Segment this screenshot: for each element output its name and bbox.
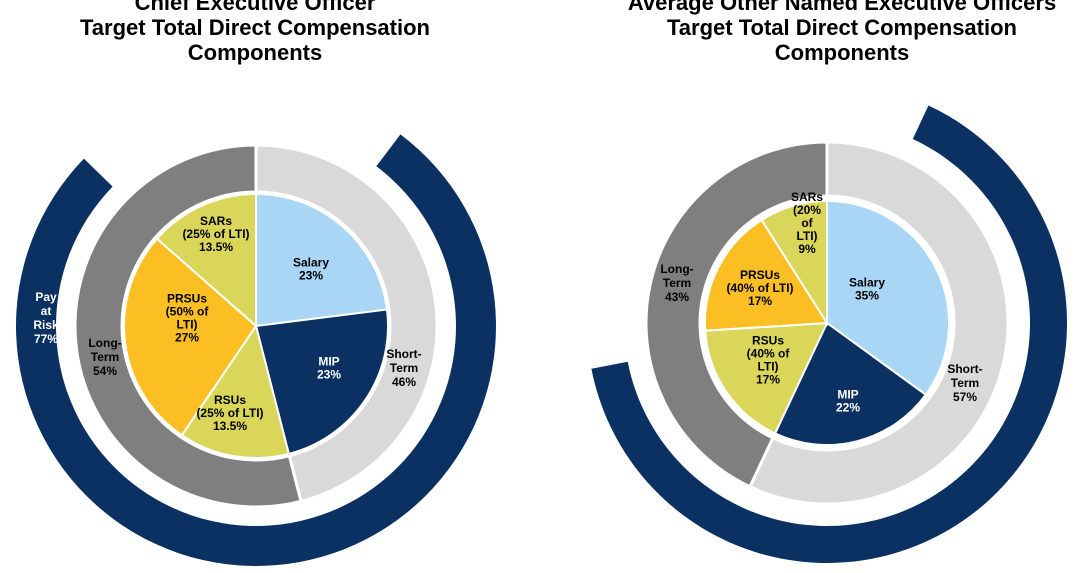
chart-1-title-line-1: Chief Executive Officer	[134, 0, 376, 15]
ring-label-long-term-line: Long-	[660, 262, 693, 276]
slice-label-prsus-line: 27%	[175, 331, 199, 345]
ring-segment-short-term	[254, 143, 439, 504]
ring-label-short-term-line: Term	[951, 376, 979, 390]
ring-label-short-term-line: Short-	[386, 347, 421, 361]
slice-label-sars-line: 13.5%	[199, 240, 233, 254]
slice-label-rsus-line: RSUs	[214, 393, 246, 407]
slice-label-rsus: RSUs (40% of LTI) 17%	[747, 334, 791, 387]
slice-label-prsus-line: (50% of	[166, 305, 210, 319]
chart-2	[591, 105, 1067, 563]
slice-label-rsus-line: 13.5%	[213, 419, 247, 433]
slice-label-sars-line: (20%	[793, 203, 821, 217]
chart-2-title-line-2: Target Total Direct Compensation	[666, 15, 1017, 40]
slice-label-prsus-line: PRSUs	[740, 268, 780, 282]
slice-label-rsus-line: LTI)	[757, 360, 778, 374]
pie-slice-prsus	[123, 237, 258, 437]
slice-label-rsus-line: (25% of LTI)	[196, 406, 263, 420]
slice-label-sars: SARs (20% of LTI) 9%	[791, 190, 823, 256]
ring-label-long-term-line: Term	[91, 350, 119, 364]
slice-label-sars-line: of	[801, 216, 813, 230]
pie-slice-prsus	[704, 218, 829, 332]
slice-label-salary: Salary 23%	[293, 256, 329, 283]
slice-label-rsus-line: 17%	[756, 373, 780, 387]
pay-at-risk-label: Pay at Risk 77%	[33, 290, 59, 346]
pie-slice-salary	[826, 199, 950, 397]
slice-label-sars-line: SARs	[200, 214, 232, 228]
slice-label-sars-line: LTI)	[796, 229, 817, 243]
ring-label-short-term-line: 46%	[392, 375, 416, 389]
pay-at-risk-label: Pay at Risk 65%	[596, 292, 631, 334]
pie-slice-rsus	[180, 323, 291, 459]
slice-label-sars-line: SARs	[791, 190, 823, 204]
ring-segment-short-term	[747, 140, 1010, 506]
slice-label-mip-line: MIP	[318, 355, 339, 369]
slice-label-salary-line: Salary	[293, 256, 329, 270]
chart-1-title-line-2: Target Total Direct Compensation	[79, 15, 430, 40]
pay-at-risk-label-line: Risk	[33, 318, 59, 332]
slice-label-rsus: RSUs (25% of LTI) 13.5%	[196, 393, 263, 433]
chart-1-title-line-3: Components	[187, 40, 323, 65]
chart-2-title-line-1: Average Other Named Executive Officers	[627, 0, 1057, 15]
slice-label-mip: MIP 23%	[317, 355, 341, 382]
ring-label-short-term-line: Short-	[947, 362, 982, 376]
slice-label-salary: Salary 35%	[849, 276, 885, 303]
pie-slice-rsus	[704, 321, 829, 435]
slice-label-sars-line: (25% of LTI)	[182, 227, 249, 241]
slice-label-salary-line: 23%	[299, 269, 323, 283]
pay-at-risk-label-line: Pay	[35, 290, 57, 304]
chart-1-title: Chief Executive Officer Target Total Dir…	[55, 0, 455, 65]
slice-label-prsus-line: (40% of LTI)	[726, 281, 793, 295]
slice-label-prsus-line: LTI)	[176, 318, 197, 332]
ring-label-long-term-line: Term	[663, 276, 691, 290]
slice-label-sars: SARs (25% of LTI) 13.5%	[182, 214, 249, 254]
slice-label-prsus-line: 17%	[748, 294, 772, 308]
chart-2-title-line-3: Components	[774, 40, 910, 65]
chart-2-title: Average Other Named Executive Officers T…	[592, 0, 1086, 65]
pay-at-risk-label-line: 77%	[34, 332, 58, 346]
ring-segment-long-term	[644, 140, 829, 489]
pay-at-risk-label-line: 65%	[602, 320, 626, 334]
slice-label-rsus-line: RSUs	[752, 334, 784, 348]
pie-slice-salary	[255, 192, 389, 328]
slice-label-salary-line: 35%	[855, 289, 879, 303]
ring-label-short-term-line: Term	[390, 361, 418, 375]
slice-label-mip: MIP 22%	[836, 388, 860, 415]
ring-label-long-term-line: Long-	[88, 336, 121, 350]
slice-label-mip-line: 23%	[317, 368, 341, 382]
ring-label-short-term: Short-Term 57%	[947, 362, 982, 404]
ring-label-short-term-line: 57%	[953, 390, 977, 404]
ring-label-long-term: Long-Term 43%	[660, 262, 693, 304]
slice-label-rsus-line: (40% of	[747, 347, 791, 361]
slice-label-prsus: PRSUs (50% of LTI) 27%	[166, 292, 210, 345]
ring-label-long-term-line: 54%	[93, 364, 117, 378]
pay-at-risk-label-line: Risk	[601, 306, 627, 320]
slice-label-sars-line: 9%	[798, 242, 816, 256]
pie-slice-mip	[254, 308, 389, 456]
slice-label-salary-line: Salary	[849, 276, 885, 290]
pay-at-risk-label-line: Pay at	[596, 292, 631, 306]
pie-slice-sars	[760, 199, 828, 327]
pay-at-risk-label-line: at	[41, 304, 52, 318]
ring-label-long-term-line: 43%	[665, 290, 689, 304]
ring-segment-long-term	[73, 143, 303, 509]
slice-label-mip-line: 22%	[836, 401, 860, 415]
ring-label-long-term: Long-Term 54%	[88, 336, 121, 378]
chart-1	[16, 134, 497, 566]
pie-slice-sars	[155, 192, 257, 329]
slice-label-mip-line: MIP	[837, 388, 858, 402]
slice-label-prsus: PRSUs (40% of LTI) 17%	[726, 268, 793, 308]
slice-label-prsus-line: PRSUs	[167, 292, 207, 306]
ring-label-short-term: Short-Term 46%	[386, 347, 421, 389]
